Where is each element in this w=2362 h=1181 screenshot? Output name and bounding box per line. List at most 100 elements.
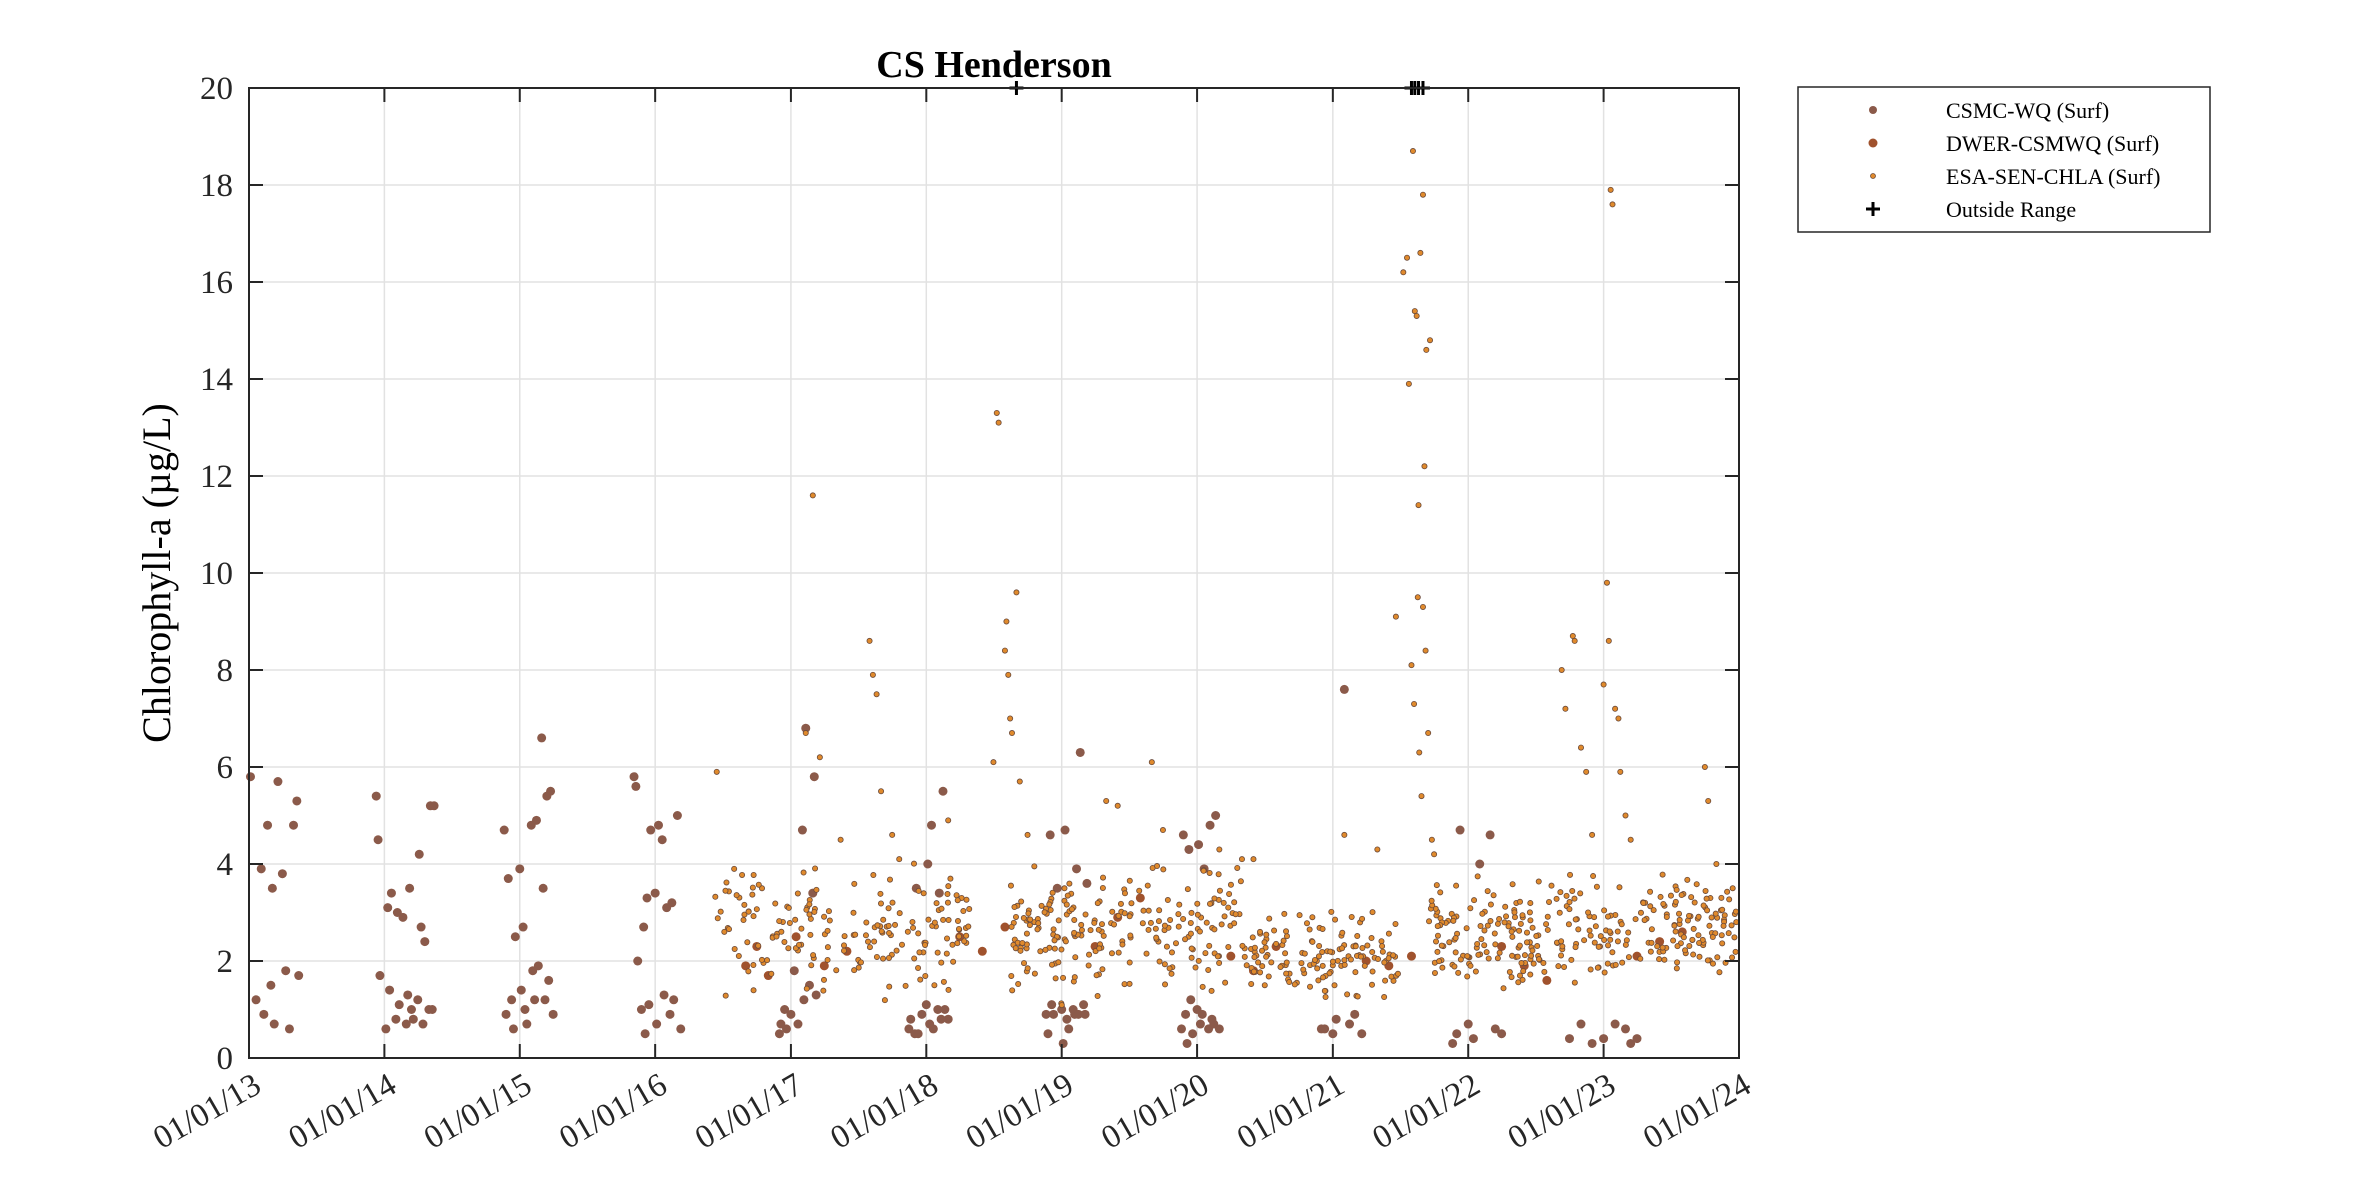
data-point-esa bbox=[1344, 991, 1351, 998]
data-point-esa bbox=[1257, 969, 1264, 976]
data-point-csmc bbox=[515, 864, 525, 874]
data-point-dwer bbox=[1226, 951, 1236, 961]
data-point-dwer bbox=[1135, 893, 1145, 903]
data-point-csmc bbox=[1064, 1024, 1074, 1034]
data-point-esa bbox=[1546, 898, 1553, 905]
data-point-esa bbox=[1309, 914, 1316, 921]
data-point-csmc bbox=[533, 961, 543, 971]
data-point-esa bbox=[950, 958, 957, 965]
data-point-csmc bbox=[403, 990, 413, 1000]
data-point-csmc bbox=[294, 971, 304, 981]
data-point-csmc bbox=[1047, 1000, 1057, 1010]
data-point-esa bbox=[1018, 898, 1025, 905]
data-point-esa bbox=[1296, 912, 1303, 919]
data-point-csmc bbox=[1181, 1009, 1191, 1019]
data-point-csmc bbox=[809, 772, 819, 782]
data-point-esa bbox=[1175, 923, 1182, 930]
data-point-esa bbox=[1051, 937, 1058, 944]
data-point-esa bbox=[1544, 926, 1551, 933]
data-point-esa bbox=[750, 913, 757, 920]
data-point-esa bbox=[735, 953, 742, 960]
data-point-csmc bbox=[797, 825, 807, 835]
data-point-esa bbox=[1082, 911, 1089, 918]
data-point-esa bbox=[1007, 882, 1014, 889]
data-point-esa bbox=[1359, 915, 1366, 922]
legend-marker-outside-range bbox=[1866, 202, 1880, 216]
data-point-esa bbox=[1194, 900, 1201, 907]
data-point-esa bbox=[820, 987, 827, 994]
data-point-esa bbox=[1659, 944, 1666, 951]
data-point-csmc bbox=[672, 811, 682, 820]
data-point-esa bbox=[1048, 961, 1055, 968]
data-point-esa bbox=[1689, 936, 1696, 943]
data-point-esa bbox=[1394, 970, 1401, 977]
data-point-esa bbox=[1702, 887, 1709, 894]
data-point-esa bbox=[1072, 954, 1079, 961]
data-point-esa bbox=[1145, 907, 1152, 914]
data-point-esa bbox=[1605, 942, 1612, 949]
data-point-esa bbox=[712, 893, 719, 900]
data-point-esa bbox=[1676, 916, 1683, 923]
data-point-csmc bbox=[1045, 830, 1055, 840]
data-point-esa bbox=[1023, 930, 1030, 937]
data-point-esa bbox=[1671, 922, 1678, 929]
data-point-esa bbox=[803, 906, 810, 913]
data-point-esa bbox=[1566, 906, 1573, 913]
data-point-esa bbox=[786, 919, 793, 926]
legend-label-esa: ESA-SEN-CHLA (Surf) bbox=[1946, 164, 2161, 189]
data-point-esa bbox=[1266, 915, 1273, 922]
data-point-esa bbox=[1540, 960, 1547, 967]
data-point-esa bbox=[911, 955, 918, 962]
data-point-esa bbox=[1071, 974, 1078, 981]
data-point-esa bbox=[1422, 647, 1429, 654]
data-point-csmc bbox=[1177, 1024, 1187, 1034]
data-point-esa bbox=[1561, 963, 1568, 970]
data-point-esa bbox=[940, 916, 947, 923]
data-point-csmc bbox=[1195, 1019, 1205, 1029]
data-point-esa bbox=[953, 892, 960, 899]
data-point-esa bbox=[1640, 899, 1647, 906]
data-point-esa bbox=[1206, 900, 1213, 907]
data-point-esa bbox=[1263, 931, 1270, 938]
data-point-esa bbox=[1479, 910, 1486, 917]
x-tick-label: 01/01/13 bbox=[147, 1067, 267, 1157]
data-point-esa bbox=[1569, 888, 1576, 895]
data-point-esa bbox=[1609, 201, 1616, 208]
data-point-esa bbox=[1013, 589, 1020, 596]
data-point-esa bbox=[916, 949, 923, 956]
data-point-esa bbox=[869, 671, 876, 678]
data-point-esa bbox=[1729, 954, 1736, 961]
data-point-esa bbox=[1487, 918, 1494, 925]
data-point-esa bbox=[758, 956, 765, 963]
data-point-esa bbox=[1691, 899, 1698, 906]
data-point-esa bbox=[1437, 889, 1444, 896]
data-point-csmc bbox=[1197, 1009, 1207, 1019]
data-point-esa bbox=[1712, 910, 1719, 917]
data-point-csmc bbox=[659, 990, 669, 1000]
data-point-csmc bbox=[1186, 995, 1196, 1005]
data-point-esa bbox=[1600, 681, 1607, 688]
data-point-esa bbox=[811, 908, 818, 915]
data-point-csmc bbox=[917, 1009, 927, 1019]
data-point-esa bbox=[1001, 647, 1008, 654]
data-point-esa bbox=[1099, 966, 1106, 973]
data-point-esa bbox=[1614, 938, 1621, 945]
data-point-esa bbox=[1283, 933, 1290, 940]
data-point-esa bbox=[1654, 943, 1661, 950]
data-point-esa bbox=[1046, 901, 1053, 908]
data-point-esa bbox=[1108, 950, 1115, 957]
data-point-esa bbox=[1007, 715, 1014, 722]
data-point-esa bbox=[806, 911, 813, 918]
data-point-esa bbox=[1572, 944, 1579, 951]
data-point-esa bbox=[749, 891, 756, 898]
data-point-esa bbox=[1153, 934, 1160, 941]
data-point-esa bbox=[851, 967, 858, 974]
data-point-esa bbox=[1661, 956, 1668, 963]
data-point-csmc bbox=[646, 825, 656, 835]
data-point-esa bbox=[1357, 953, 1364, 960]
data-point-esa bbox=[1693, 881, 1700, 888]
data-point-esa bbox=[1239, 942, 1246, 949]
data-point-esa bbox=[909, 919, 916, 926]
data-point-esa bbox=[1648, 926, 1655, 933]
data-point-esa bbox=[1575, 926, 1582, 933]
